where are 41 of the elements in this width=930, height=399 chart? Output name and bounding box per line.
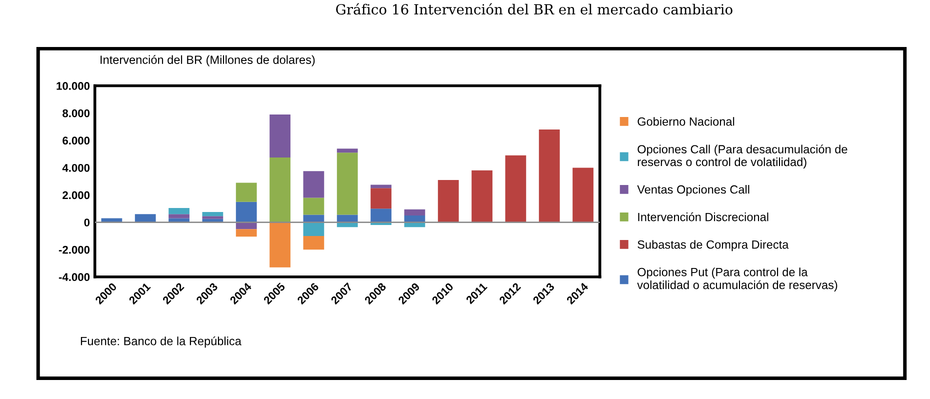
legend-label: Opciones Put (Para control de la volatilidad o acumulación de reservas) <box>637 268 838 292</box>
y-tick-label: 0 <box>84 218 90 226</box>
bar <box>236 202 257 222</box>
bar <box>303 236 324 250</box>
source-note: Fuente: Banco de la República <box>80 336 242 348</box>
bar <box>303 171 324 198</box>
y-tick-label: 6.000 <box>62 136 90 145</box>
bar <box>202 216 224 219</box>
bar <box>336 148 358 153</box>
bar <box>270 157 290 222</box>
bar <box>270 222 290 268</box>
bar <box>370 208 392 222</box>
y-tick-label: 2.000 <box>62 191 90 200</box>
bar <box>270 114 290 158</box>
bar <box>202 212 224 216</box>
bar <box>303 222 324 236</box>
legend-label: Gobierno Nacional <box>638 117 734 126</box>
bar <box>505 155 526 222</box>
legend-label: Opciones Call (Para desacumulación de reservas o control de volatilidad) <box>638 144 848 168</box>
legend-label: Subastas de Compra Directa <box>638 240 789 252</box>
bar <box>472 170 492 222</box>
bar <box>303 198 324 215</box>
legend-label: Ventas Opciones Call <box>637 185 750 196</box>
bar <box>438 180 459 222</box>
y-tick-label: 8.000 <box>62 109 90 118</box>
bar <box>538 129 560 222</box>
bar <box>168 208 190 214</box>
y-tick-label: -4.000 <box>58 273 90 282</box>
y-axis-title: Intervención del BR (Millones de dolares) <box>100 55 315 66</box>
y-tick-label: 10.000 <box>56 82 90 90</box>
bar <box>236 182 257 202</box>
bar <box>572 168 594 222</box>
legend-label: Intervención Discrecional <box>638 212 768 222</box>
bar <box>336 152 358 215</box>
y-tick-label: -2.000 <box>58 246 90 254</box>
bar <box>370 188 392 209</box>
bar <box>236 229 257 237</box>
bar <box>404 209 426 216</box>
chart-title: Gráfico 16 Intervención del BR en el mercado cambiario <box>336 3 732 15</box>
y-tick-label: 4.000 <box>62 164 90 172</box>
bar <box>168 214 190 218</box>
